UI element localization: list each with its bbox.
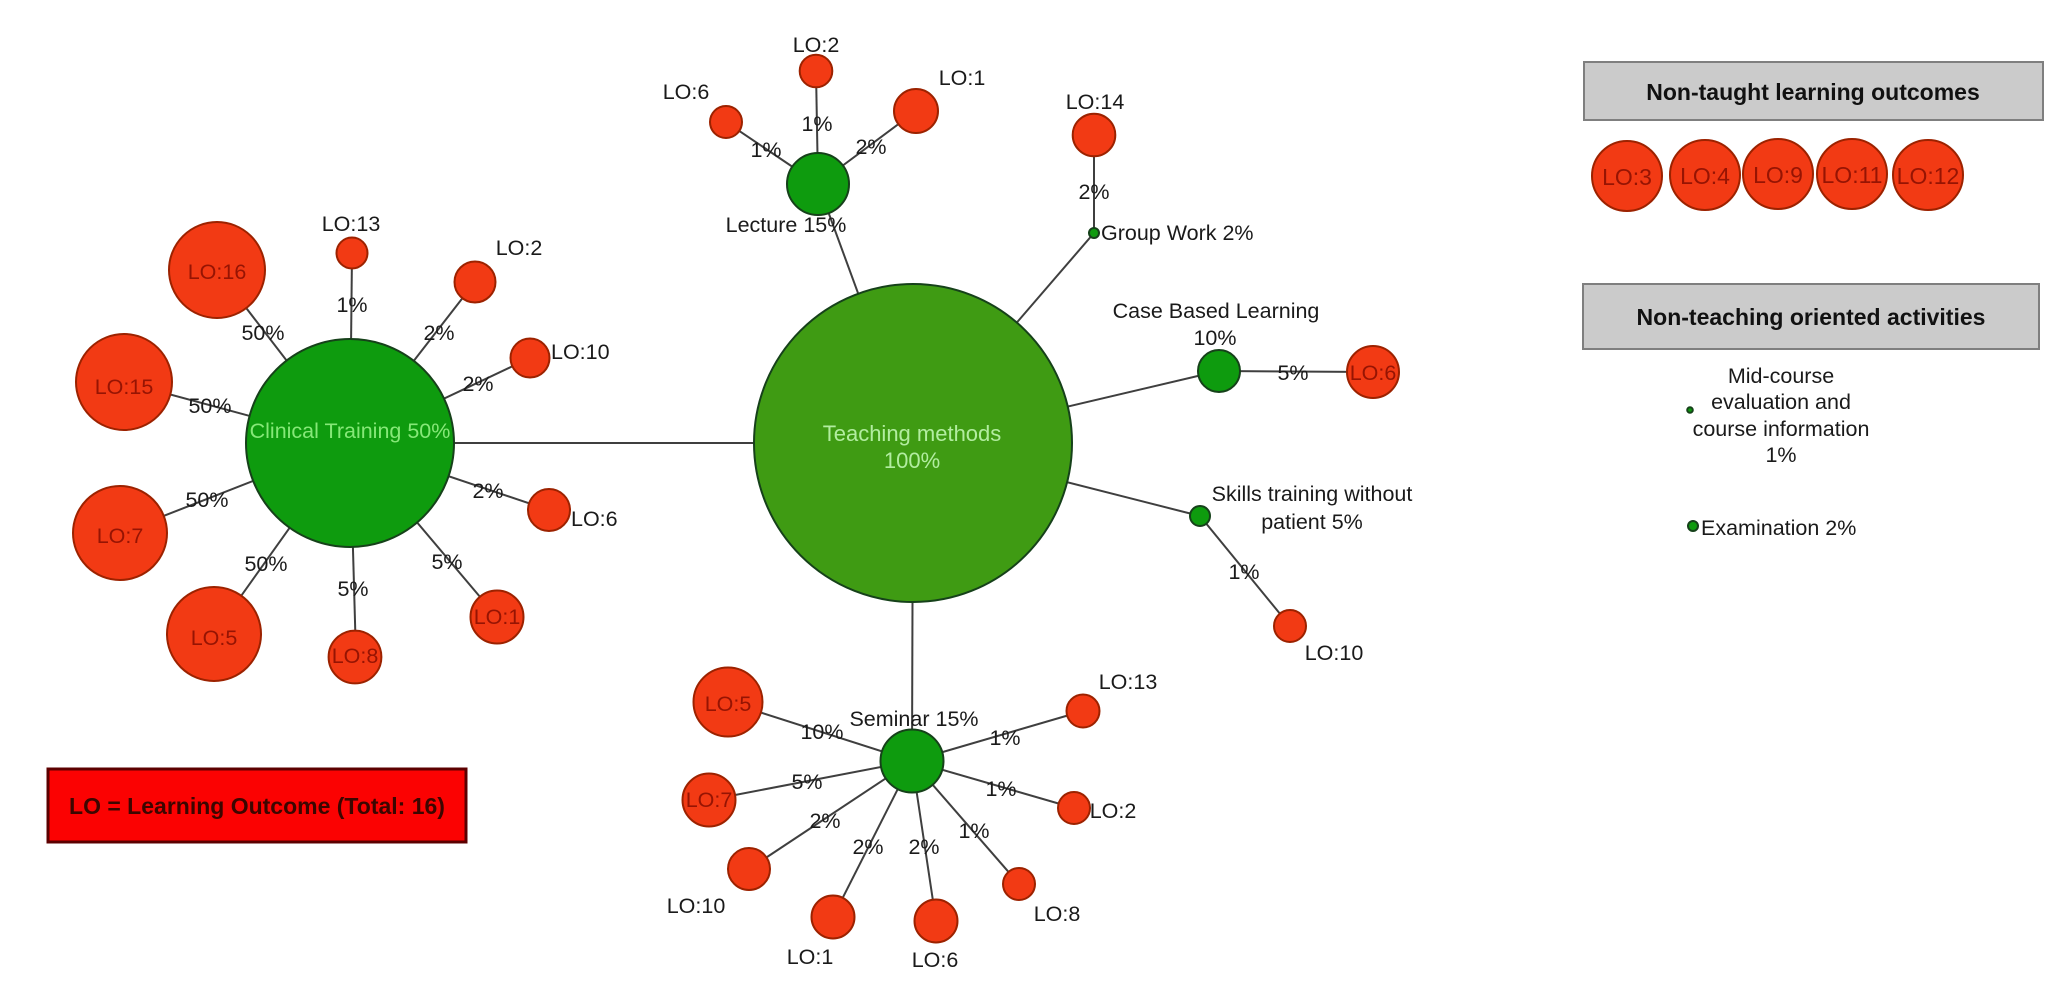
- svg-text:Group Work 2%: Group Work 2%: [1101, 221, 1254, 245]
- svg-text:Non-taught learning outcomes: Non-taught learning outcomes: [1646, 79, 1980, 105]
- svg-text:LO:1: LO:1: [474, 605, 521, 629]
- svg-text:evaluation and: evaluation and: [1711, 390, 1851, 414]
- svg-text:1%: 1%: [985, 777, 1016, 801]
- svg-text:Case Based Learning: Case Based Learning: [1113, 299, 1320, 323]
- svg-text:LO:9: LO:9: [1753, 162, 1803, 188]
- svg-text:2%: 2%: [855, 135, 886, 159]
- svg-text:Mid-course: Mid-course: [1728, 364, 1834, 388]
- svg-text:Skills training without: Skills training without: [1212, 482, 1413, 506]
- svg-text:Clinical Training 50%: Clinical Training 50%: [250, 419, 451, 443]
- svg-text:2%: 2%: [462, 372, 493, 396]
- svg-text:2%: 2%: [1078, 180, 1109, 204]
- svg-text:LO:7: LO:7: [686, 788, 733, 812]
- svg-text:LO:12: LO:12: [1897, 163, 1960, 189]
- svg-text:1%: 1%: [750, 138, 781, 162]
- svg-text:2%: 2%: [472, 479, 503, 503]
- svg-text:LO:1: LO:1: [939, 66, 986, 90]
- svg-text:50%: 50%: [188, 394, 231, 418]
- svg-text:2%: 2%: [908, 835, 939, 859]
- svg-text:LO:2: LO:2: [496, 236, 543, 260]
- svg-text:LO:14: LO:14: [1066, 90, 1125, 114]
- svg-text:5%: 5%: [1277, 361, 1308, 385]
- svg-text:2%: 2%: [809, 809, 840, 833]
- svg-text:LO:7: LO:7: [97, 524, 144, 548]
- svg-text:1%: 1%: [336, 293, 367, 317]
- svg-text:LO:10: LO:10: [1305, 641, 1364, 665]
- svg-text:Teaching methods: Teaching methods: [823, 421, 1002, 446]
- svg-text:1%: 1%: [1765, 443, 1796, 467]
- svg-text:LO:10: LO:10: [551, 340, 610, 364]
- svg-text:Seminar 15%: Seminar 15%: [849, 707, 978, 731]
- svg-text:LO:6: LO:6: [1350, 361, 1397, 385]
- svg-text:LO:13: LO:13: [1099, 670, 1158, 694]
- svg-text:Lecture 15%: Lecture 15%: [726, 213, 847, 237]
- svg-text:1%: 1%: [958, 819, 989, 843]
- svg-text:5%: 5%: [337, 577, 368, 601]
- svg-text:1%: 1%: [1228, 560, 1259, 584]
- svg-text:LO:8: LO:8: [332, 644, 379, 668]
- svg-text:course information: course information: [1693, 417, 1870, 441]
- svg-text:2%: 2%: [852, 835, 883, 859]
- svg-text:LO:1: LO:1: [787, 945, 834, 969]
- svg-text:2%: 2%: [423, 321, 454, 345]
- svg-text:LO = Learning Outcome (Total:: LO = Learning Outcome (Total: 16): [69, 793, 445, 819]
- svg-text:10%: 10%: [1193, 326, 1236, 350]
- svg-text:Examination 2%: Examination 2%: [1701, 516, 1856, 540]
- svg-text:LO:6: LO:6: [663, 80, 710, 104]
- svg-text:50%: 50%: [185, 488, 228, 512]
- svg-text:Non-teaching oriented activiti: Non-teaching oriented activities: [1637, 304, 1986, 330]
- svg-text:50%: 50%: [244, 552, 287, 576]
- svg-text:LO:2: LO:2: [793, 33, 840, 57]
- svg-text:LO:6: LO:6: [912, 948, 959, 972]
- svg-text:LO:11: LO:11: [1822, 162, 1883, 188]
- svg-text:50%: 50%: [241, 321, 284, 345]
- svg-text:LO:16: LO:16: [188, 260, 247, 284]
- svg-text:LO:5: LO:5: [705, 692, 752, 716]
- svg-text:LO:3: LO:3: [1602, 164, 1652, 190]
- svg-text:1%: 1%: [801, 112, 832, 136]
- svg-text:LO:5: LO:5: [191, 626, 238, 650]
- svg-text:LO:8: LO:8: [1034, 902, 1081, 926]
- svg-text:patient 5%: patient 5%: [1261, 510, 1363, 534]
- svg-text:LO:6: LO:6: [571, 507, 618, 531]
- svg-text:5%: 5%: [431, 550, 462, 574]
- svg-text:LO:10: LO:10: [667, 894, 726, 918]
- svg-text:1%: 1%: [989, 726, 1020, 750]
- svg-text:100%: 100%: [884, 448, 940, 473]
- svg-text:LO:13: LO:13: [322, 212, 381, 236]
- svg-text:10%: 10%: [800, 720, 843, 744]
- svg-text:LO:15: LO:15: [95, 375, 154, 399]
- svg-text:LO:2: LO:2: [1090, 799, 1137, 823]
- svg-text:LO:4: LO:4: [1680, 163, 1730, 189]
- svg-text:5%: 5%: [791, 770, 822, 794]
